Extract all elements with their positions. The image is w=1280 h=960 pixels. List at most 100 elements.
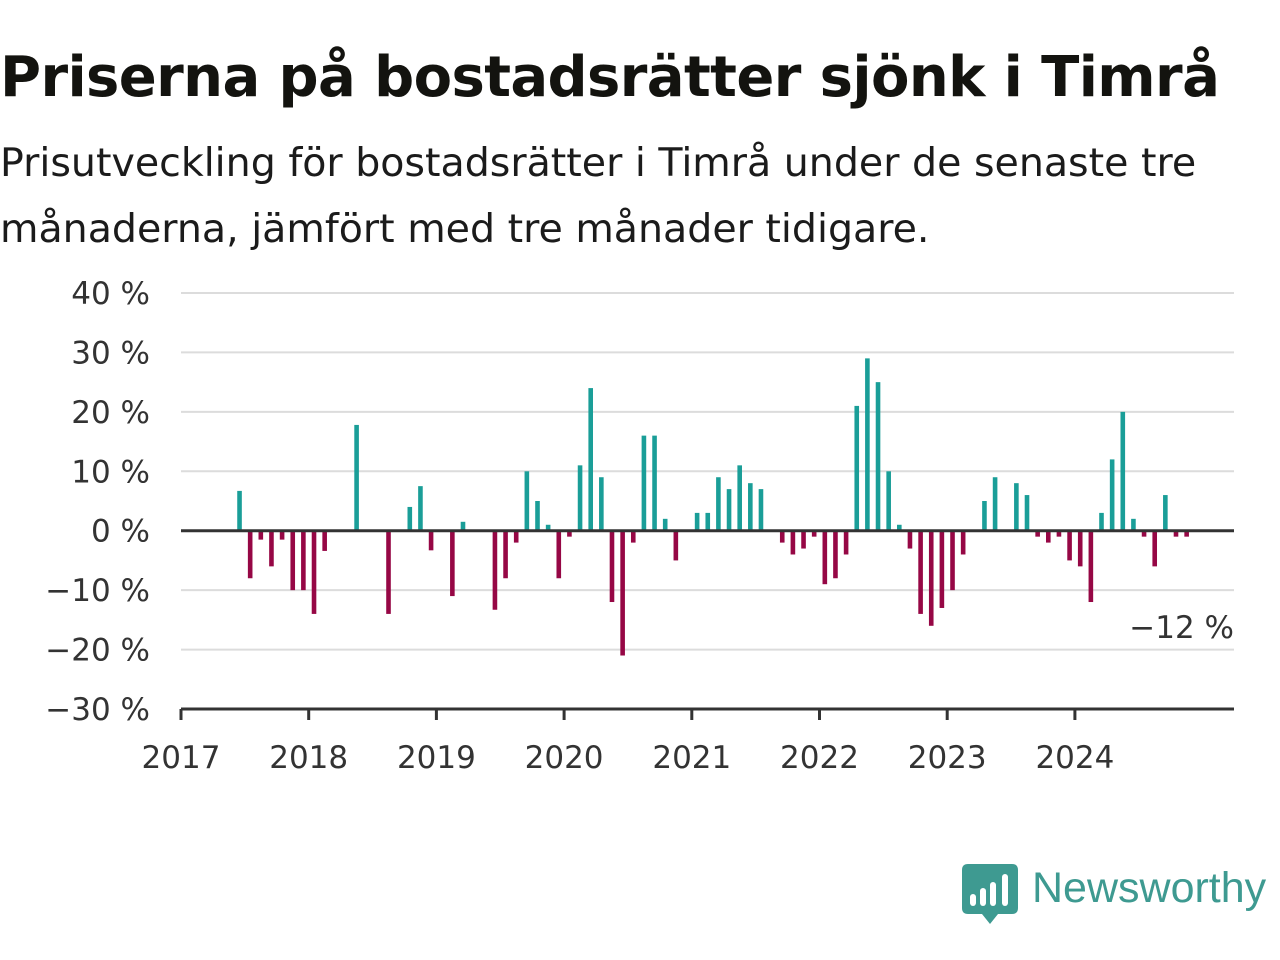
y-tick-label: 10 % xyxy=(71,454,150,490)
chart-subtitle: Prisutveckling för bostadsrätter i Timrå… xyxy=(0,140,1197,252)
bar-positive xyxy=(1099,512,1104,531)
bar-positive xyxy=(875,382,881,531)
bar-negative xyxy=(950,530,955,591)
bar-positive xyxy=(577,465,583,531)
bar-negative xyxy=(918,530,923,614)
bar-negative xyxy=(801,530,806,549)
x-tick-label: 2023 xyxy=(908,740,987,776)
bar-negative xyxy=(620,530,625,656)
bar-negative xyxy=(290,530,296,591)
bar-negative xyxy=(822,530,828,585)
bar-negative xyxy=(1077,530,1083,567)
bar-negative xyxy=(258,530,264,540)
y-tick-label: 40 % xyxy=(71,276,150,312)
bar-negative xyxy=(939,530,945,608)
x-tick-label: 2018 xyxy=(269,740,348,776)
bar-positive xyxy=(354,424,359,531)
bar-negative xyxy=(928,530,934,626)
bar-negative xyxy=(492,530,498,610)
bar-positive xyxy=(982,501,987,531)
bar-negative xyxy=(1067,530,1072,561)
y-tick-label: −10 % xyxy=(45,573,150,609)
bar-positive xyxy=(524,471,530,531)
bar-negative xyxy=(450,530,455,597)
bar-positive xyxy=(1163,495,1168,531)
bar-negative xyxy=(790,530,796,555)
chart-title: Priserna på bostadsrätter sjönk i Timrå xyxy=(0,45,1220,110)
bar-positive xyxy=(992,477,998,531)
bar-negative xyxy=(907,530,913,549)
bar-negative xyxy=(1184,530,1189,537)
bar-negative xyxy=(833,530,838,579)
logo-wordmark: Newsworthy xyxy=(1032,864,1267,912)
x-tick-label: 2019 xyxy=(397,740,476,776)
bar-positive xyxy=(237,490,242,531)
bar-positive xyxy=(886,471,891,531)
bar-positive xyxy=(854,405,860,531)
bar-negative xyxy=(673,530,679,561)
bar-negative xyxy=(513,530,519,543)
bar-positive xyxy=(694,512,700,531)
bar-negative xyxy=(567,530,572,537)
bar-positive xyxy=(652,435,657,531)
bar-positive xyxy=(1014,483,1019,531)
bar-positive xyxy=(726,489,732,531)
bar-positive xyxy=(418,486,423,531)
y-axis-ticks: 40 % 30 % 20 % 10 % 0 % −10 % −20 % −30 % xyxy=(45,276,150,728)
bar-negative xyxy=(1152,530,1158,567)
bar-positive xyxy=(716,477,721,531)
bar-negative xyxy=(1141,530,1147,537)
y-tick-label: −20 % xyxy=(45,633,150,669)
bar-negative xyxy=(247,530,253,579)
bar-negative xyxy=(322,530,327,551)
bar-negative xyxy=(1035,530,1040,537)
x-axis-ticks: 2017 2018 2019 2020 2021 2022 2023 2024 xyxy=(142,709,1114,776)
x-tick-label: 2017 xyxy=(142,740,221,776)
bar-positive xyxy=(758,489,764,531)
bar-positive xyxy=(535,501,540,531)
bar-negative xyxy=(1046,530,1051,543)
axes xyxy=(181,529,1234,711)
bar-positive xyxy=(641,435,647,531)
bar-negative xyxy=(779,530,785,543)
bar-positive xyxy=(1024,495,1030,531)
bar-positive xyxy=(1109,459,1115,531)
bar-negative xyxy=(386,530,391,614)
bar-negative xyxy=(279,530,285,540)
x-tick-label: 2021 xyxy=(652,740,731,776)
bar-positive xyxy=(748,483,753,531)
bar-positive xyxy=(737,465,742,531)
bar-positive xyxy=(545,524,551,531)
y-tick-label: 20 % xyxy=(71,395,150,431)
gridlines xyxy=(181,292,1234,651)
bar-positive xyxy=(865,358,870,531)
bar-negative xyxy=(630,530,636,543)
bar-positive xyxy=(1120,411,1126,531)
newsworthy-logo: Newsworthy xyxy=(962,858,1280,926)
bar-chart-speech-bubble-icon xyxy=(962,864,1018,924)
bar-negative xyxy=(1056,530,1062,537)
annotation: −12 % xyxy=(1126,607,1237,649)
bar-positive xyxy=(897,524,902,531)
bar-negative xyxy=(556,530,562,579)
bar-positive xyxy=(705,512,711,531)
bar-positive xyxy=(407,506,413,531)
y-tick-label: −30 % xyxy=(45,692,150,728)
bar-negative xyxy=(269,530,274,567)
bar-negative xyxy=(843,530,849,555)
y-tick-label: 30 % xyxy=(71,335,150,371)
last-value-label: −12 % xyxy=(1129,610,1234,646)
bar-negative xyxy=(311,530,317,614)
x-tick-label: 2022 xyxy=(780,740,859,776)
bar-negative xyxy=(1088,530,1094,603)
bar-negative xyxy=(428,530,434,551)
bar-negative xyxy=(609,530,615,603)
bar-positive xyxy=(588,388,593,531)
y-tick-label: 0 % xyxy=(91,514,150,550)
bar-positive xyxy=(1131,518,1136,531)
bar-negative xyxy=(503,530,508,579)
bars xyxy=(237,358,1189,656)
bar-positive xyxy=(662,518,668,531)
bar-negative xyxy=(1173,530,1179,537)
